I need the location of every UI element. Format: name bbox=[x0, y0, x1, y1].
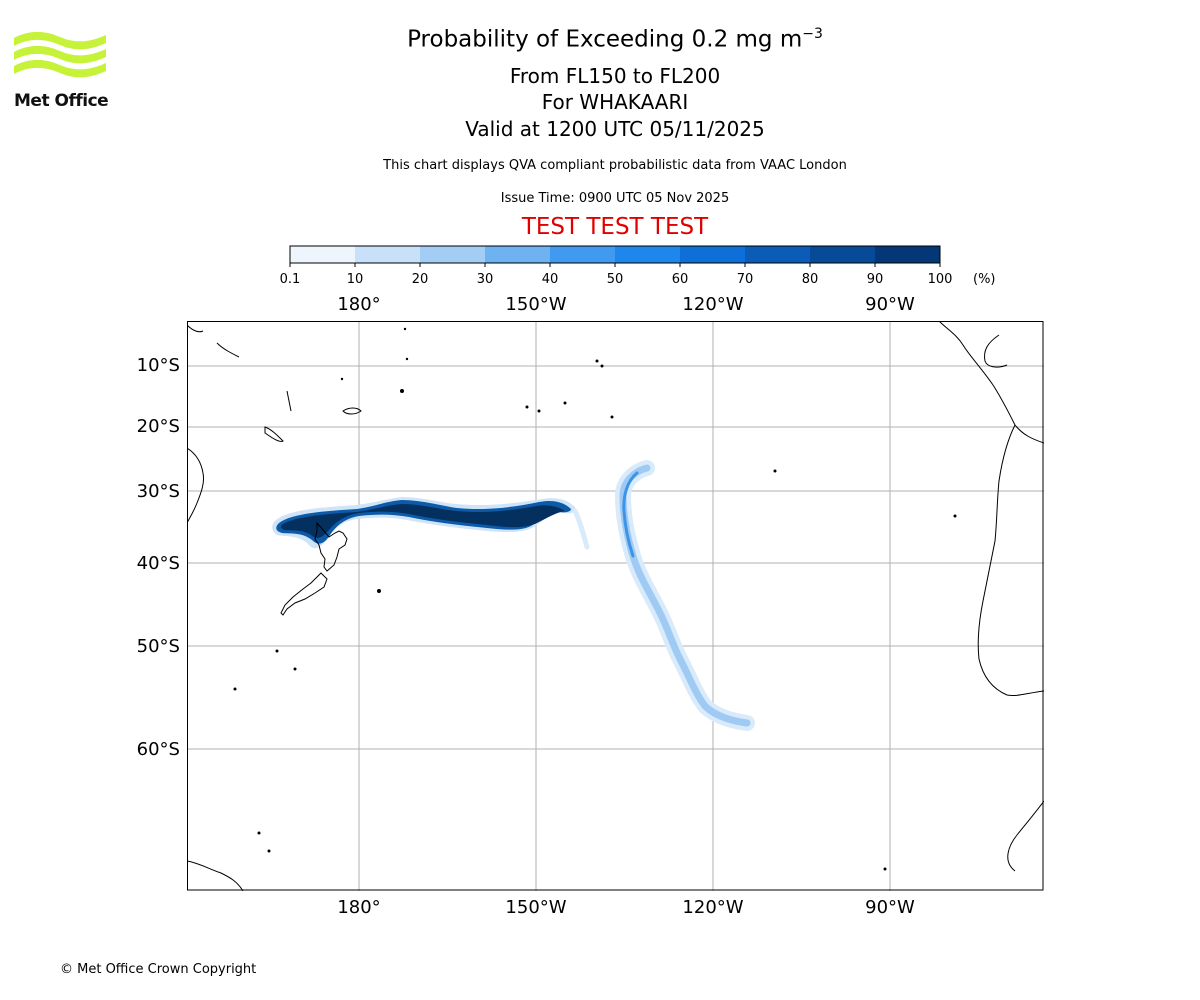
lat-label-50s: 50°S bbox=[137, 636, 180, 657]
colorbar-tick-label-10: 100 bbox=[928, 272, 953, 287]
colorbar-tick-label-3: 30 bbox=[477, 272, 494, 287]
coastlines bbox=[187, 321, 1044, 891]
met-office-logo-waves bbox=[14, 31, 106, 78]
colorbar-tick-label-8: 80 bbox=[802, 272, 819, 287]
coast-australia bbox=[187, 447, 204, 524]
island-n bbox=[257, 831, 261, 835]
coast-antarctic-peninsula bbox=[1007, 800, 1044, 872]
bottom-lon-label-150w: 150°W bbox=[505, 897, 566, 918]
top-lon-labels: 180° 150°W 120°W 90°W bbox=[337, 294, 915, 315]
colorbar-segment-4 bbox=[550, 246, 616, 263]
island-m bbox=[883, 867, 887, 871]
chart-title: Probability of Exceeding 0.2 mg m−3 bbox=[0, 26, 1200, 53]
colorbar-tick-label-7: 70 bbox=[737, 272, 754, 287]
colorbar-tick-label-1: 10 bbox=[347, 272, 364, 287]
coast-south-america-west bbox=[977, 424, 1044, 696]
valid-time: Valid at 1200 UTC 05/11/2025 bbox=[465, 117, 765, 141]
island-pitcairn bbox=[773, 469, 777, 473]
plume2-core bbox=[622, 471, 639, 558]
island-c bbox=[340, 377, 344, 381]
coast-new-caledonia bbox=[264, 426, 284, 442]
colorbar-segment-3 bbox=[485, 246, 551, 263]
map-panel bbox=[187, 321, 1044, 891]
colorbar-segment-9 bbox=[875, 246, 941, 263]
lat-label-30s: 30°S bbox=[137, 481, 180, 502]
copyright: © Met Office Crown Copyright bbox=[60, 962, 257, 977]
flight-levels: From FL150 to FL200 bbox=[509, 64, 721, 88]
island-j bbox=[275, 649, 279, 653]
volcano-name: For WHAKAARI bbox=[541, 90, 689, 114]
lat-label-60s: 60°S bbox=[137, 739, 180, 760]
colorbar-tick-label-4: 40 bbox=[542, 272, 559, 287]
island-g bbox=[595, 359, 599, 363]
title-superscript: −3 bbox=[802, 26, 823, 42]
island-o bbox=[267, 849, 271, 853]
bottom-lon-label-120w: 120°W bbox=[682, 897, 743, 918]
colorbar: 0.1 10 20 30 40 50 60 70 80 90 100 (%) bbox=[280, 245, 996, 287]
plume-mid bbox=[276, 500, 571, 544]
lat-labels: 10°S 20°S 30°S 40°S 50°S 60°S bbox=[137, 355, 180, 760]
bottom-lon-label-90w: 90°W bbox=[865, 897, 915, 918]
island-h bbox=[600, 364, 604, 368]
island-e bbox=[537, 409, 541, 413]
map-background bbox=[187, 321, 1043, 890]
map-frame bbox=[187, 321, 1044, 891]
coast-south-america-north bbox=[938, 321, 1044, 444]
ash-plume-secondary bbox=[572, 460, 755, 731]
lat-label-20s: 20°S bbox=[137, 416, 180, 437]
plume-drift bbox=[572, 508, 590, 550]
coast-antarctica bbox=[187, 860, 244, 891]
coast-fiji bbox=[342, 407, 362, 415]
island-chatham bbox=[377, 589, 381, 593]
coast-nz-south-island bbox=[280, 572, 328, 616]
coast-south-america-bay bbox=[984, 334, 1008, 368]
island-f bbox=[563, 401, 567, 405]
description: This chart displays QVA compliant probab… bbox=[383, 158, 847, 173]
colorbar-segment-1 bbox=[355, 246, 421, 263]
plume-core bbox=[280, 504, 565, 538]
small-islands bbox=[233, 327, 957, 871]
coast-vanuatu bbox=[286, 390, 292, 412]
colorbar-segment-2 bbox=[420, 246, 486, 263]
ash-plume-main bbox=[272, 497, 576, 549]
coast-pacific-island-1 bbox=[187, 324, 204, 333]
colorbar-segment-0 bbox=[290, 246, 356, 263]
island-d bbox=[525, 405, 529, 409]
colorbar-segment-5 bbox=[615, 246, 681, 263]
colorbar-tick-label-5: 50 bbox=[607, 272, 624, 287]
title-text: Probability of Exceeding 0.2 mg m bbox=[407, 26, 803, 53]
island-a bbox=[403, 327, 407, 331]
met-office-logo-text: Met Office bbox=[14, 91, 109, 111]
colorbar-tick-label-9: 90 bbox=[867, 272, 884, 287]
island-i bbox=[610, 415, 614, 419]
top-lon-label-90w: 90°W bbox=[865, 294, 915, 315]
coast-solomon-islands bbox=[216, 342, 240, 358]
lat-label-10s: 10°S bbox=[137, 355, 180, 376]
island-tonga bbox=[400, 389, 404, 393]
top-lon-label-150w: 150°W bbox=[505, 294, 566, 315]
top-lon-label-180: 180° bbox=[337, 294, 380, 315]
island-l bbox=[293, 667, 297, 671]
colorbar-tick-label-0: 0.1 bbox=[280, 272, 301, 287]
test-banner: TEST TEST TEST bbox=[521, 214, 709, 240]
bottom-lon-label-180: 180° bbox=[337, 897, 380, 918]
island-k bbox=[233, 687, 237, 691]
coast-nz-north-island bbox=[314, 521, 348, 572]
issue-time: Issue Time: 0900 UTC 05 Nov 2025 bbox=[500, 191, 730, 206]
lat-label-40s: 40°S bbox=[137, 553, 180, 574]
colorbar-segment-7 bbox=[745, 246, 811, 263]
colorbar-segment-6 bbox=[680, 246, 746, 263]
gridlines bbox=[187, 321, 1044, 891]
colorbar-unit: (%) bbox=[973, 272, 996, 287]
top-lon-label-120w: 120°W bbox=[682, 294, 743, 315]
bottom-lon-labels: 180° 150°W 120°W 90°W bbox=[337, 897, 915, 918]
island-b bbox=[405, 357, 409, 361]
colorbar-tick-label-6: 60 bbox=[672, 272, 689, 287]
plume2-mid bbox=[619, 464, 751, 727]
island-juan-fernandez bbox=[953, 514, 957, 518]
colorbar-tick-label-2: 20 bbox=[412, 272, 429, 287]
colorbar-segment-8 bbox=[810, 246, 876, 263]
